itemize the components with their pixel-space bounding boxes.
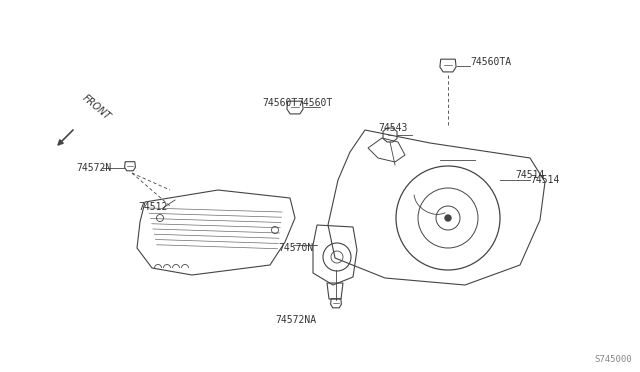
Text: 74570N: 74570N — [278, 243, 313, 253]
Text: 74514: 74514 — [515, 170, 545, 180]
Text: 74543: 74543 — [378, 123, 408, 133]
Text: S745000: S745000 — [595, 355, 632, 364]
Text: 74512: 74512 — [138, 202, 168, 212]
Text: 74572NA: 74572NA — [275, 315, 316, 325]
Text: 74514: 74514 — [530, 175, 559, 185]
Text: 74560TA: 74560TA — [470, 57, 511, 67]
Circle shape — [445, 215, 451, 221]
Text: 74560T: 74560T — [262, 98, 297, 108]
Text: FRONT: FRONT — [80, 93, 112, 122]
Text: 74572N: 74572N — [76, 163, 111, 173]
Text: 74560T: 74560T — [297, 98, 332, 108]
